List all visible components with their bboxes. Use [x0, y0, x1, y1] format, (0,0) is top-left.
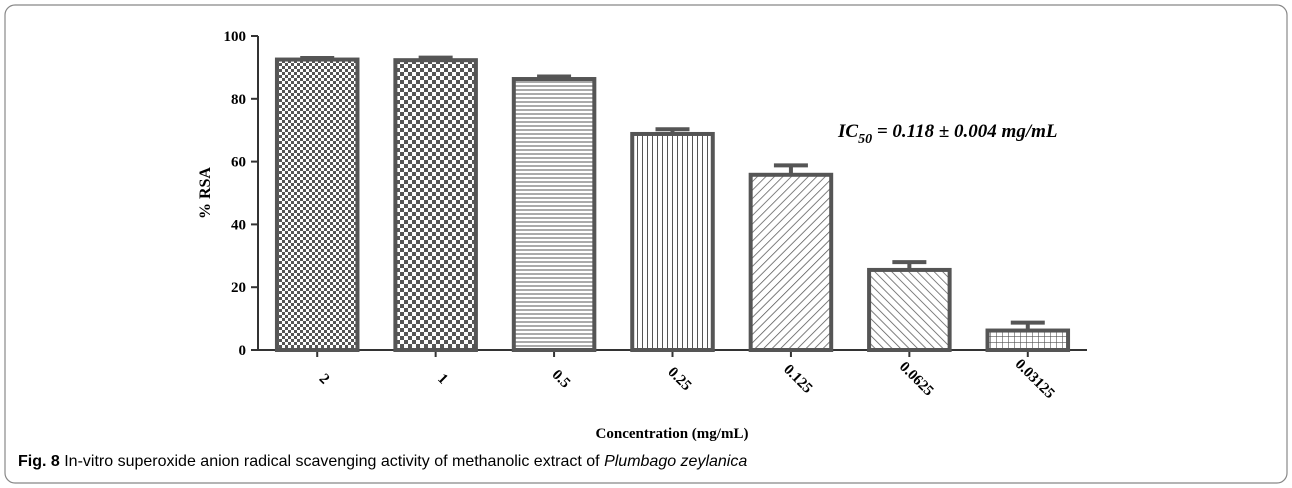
y-tick-label: 100 — [224, 29, 247, 45]
caption-species: Plumbago zeylanica — [604, 453, 747, 470]
x-tick-label: 2 — [316, 371, 333, 388]
y-tick-label: 0 — [239, 343, 247, 359]
caption-text: In-vitro superoxide anion radical scaven… — [60, 453, 604, 470]
x-tick-label: 0.5 — [549, 367, 574, 392]
bar — [274, 57, 360, 353]
bar — [630, 131, 715, 352]
bar — [748, 172, 834, 352]
y-tick-label: 40 — [231, 217, 246, 233]
annotation-rest: = 0.118 ± 0.004 mg/mL — [872, 121, 1057, 142]
x-tick-label: 0.25 — [664, 364, 694, 394]
bar — [867, 267, 952, 352]
y-tick-label: 20 — [231, 280, 246, 296]
bar — [393, 58, 478, 352]
bar — [985, 328, 1071, 353]
x-tick-label: 0.125 — [780, 362, 815, 397]
y-axis-label: % RSA — [197, 167, 214, 219]
x-axis-label: Concentration (mg/mL) — [596, 426, 749, 442]
caption-label: Fig. 8 — [18, 453, 60, 470]
bar — [511, 77, 597, 352]
y-tick-label: 60 — [231, 155, 246, 171]
y-tick-label: 80 — [231, 92, 246, 108]
x-tick-label: 1 — [434, 371, 451, 388]
caption: Fig. 8 In-vitro superoxide anion radical… — [18, 453, 747, 470]
annotation-main: IC — [837, 121, 858, 142]
annotation-sub: 50 — [858, 132, 872, 147]
x-tick-label: 0.03125 — [1012, 356, 1058, 402]
annotation: IC50 = 0.118 ± 0.004 mg/mL — [837, 121, 1057, 147]
frame — [4, 4, 1288, 484]
x-tick-label: 0.0625 — [896, 359, 936, 399]
